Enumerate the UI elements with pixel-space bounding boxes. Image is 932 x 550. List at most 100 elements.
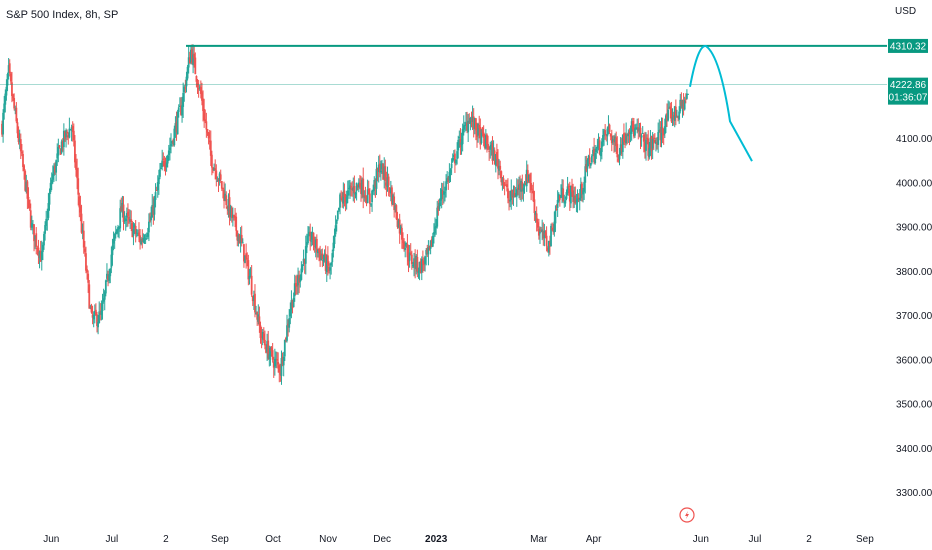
candle-body bbox=[276, 358, 278, 361]
candle-body bbox=[27, 197, 30, 199]
x-tick-label: Jul bbox=[749, 534, 762, 545]
candle-body bbox=[494, 153, 497, 166]
candle-body bbox=[227, 199, 230, 211]
level-tag bbox=[888, 38, 928, 53]
candle-body bbox=[613, 140, 615, 143]
candle-body bbox=[624, 140, 626, 143]
candle-body bbox=[197, 87, 200, 90]
candle-body bbox=[523, 184, 526, 187]
candle-body bbox=[393, 196, 396, 211]
candle-body bbox=[67, 135, 70, 138]
candle-body bbox=[136, 232, 139, 234]
candle-body bbox=[658, 130, 661, 132]
candle-body bbox=[99, 311, 102, 314]
candle-body bbox=[223, 189, 225, 201]
candle-body bbox=[545, 235, 548, 247]
candle-body bbox=[257, 314, 260, 322]
candle-body bbox=[149, 220, 151, 222]
candle-body bbox=[103, 291, 106, 300]
candle-body bbox=[491, 142, 494, 161]
projection-path[interactable] bbox=[689, 45, 753, 162]
candle-body bbox=[7, 65, 10, 74]
candle-body bbox=[619, 144, 622, 154]
candle-body bbox=[317, 250, 319, 254]
candle-body bbox=[646, 137, 649, 139]
candle-body bbox=[659, 129, 662, 141]
candle-body bbox=[410, 254, 413, 265]
candle-body bbox=[542, 231, 545, 239]
candle-body bbox=[579, 184, 582, 199]
candle-body bbox=[229, 206, 232, 217]
candle-body bbox=[302, 258, 305, 264]
candle-body bbox=[343, 190, 346, 198]
candle-body bbox=[347, 187, 350, 190]
candle-body bbox=[577, 197, 580, 199]
candle-body bbox=[557, 193, 560, 202]
candle-body bbox=[315, 238, 318, 253]
candle-body bbox=[598, 140, 601, 154]
candle-body bbox=[296, 285, 298, 287]
candle-body bbox=[585, 164, 588, 171]
candle-body bbox=[299, 277, 302, 282]
candle-body bbox=[398, 219, 401, 234]
candle-body bbox=[634, 128, 636, 136]
candle-body bbox=[44, 225, 46, 234]
candle-body bbox=[600, 141, 603, 152]
candle-body bbox=[335, 220, 338, 224]
candle-body bbox=[12, 94, 14, 99]
candle-body bbox=[454, 153, 456, 164]
candle-body bbox=[239, 235, 242, 244]
candle-body bbox=[477, 124, 480, 136]
x-tick-label: Sep bbox=[856, 534, 874, 545]
candle-body bbox=[501, 179, 504, 183]
candle-body bbox=[503, 185, 506, 187]
candle-body bbox=[45, 218, 48, 226]
candle-body bbox=[380, 171, 382, 173]
flash-icon[interactable] bbox=[679, 507, 695, 523]
candle-body bbox=[20, 151, 23, 154]
candle-body bbox=[70, 127, 73, 132]
candle-body bbox=[162, 158, 165, 160]
candle-body bbox=[88, 284, 91, 309]
candle-body bbox=[307, 235, 309, 244]
candle-body bbox=[663, 126, 666, 135]
candle-body bbox=[303, 259, 306, 264]
candle-body bbox=[374, 181, 377, 188]
y-tick-label: 3900.00 bbox=[896, 223, 932, 234]
candle-body bbox=[43, 234, 45, 246]
candle-body bbox=[313, 245, 316, 247]
candle-body bbox=[628, 131, 631, 135]
candle-body bbox=[97, 321, 100, 328]
candle-body bbox=[354, 192, 357, 195]
candle-body bbox=[252, 295, 255, 301]
candle-body bbox=[11, 82, 13, 97]
candle-body bbox=[653, 139, 656, 143]
y-tick-label: 3700.00 bbox=[896, 311, 932, 322]
candle-body bbox=[627, 132, 630, 137]
candle-body bbox=[311, 231, 314, 240]
candle-body bbox=[406, 244, 409, 258]
candle-body bbox=[516, 187, 519, 190]
candle-body bbox=[621, 134, 624, 153]
candle-body bbox=[413, 258, 415, 267]
candle-body bbox=[589, 163, 592, 166]
candle-body bbox=[546, 247, 549, 251]
candle-body bbox=[119, 208, 122, 229]
candle-body bbox=[29, 210, 32, 228]
candle-body bbox=[684, 98, 687, 100]
candle-body bbox=[91, 314, 94, 318]
candle-body bbox=[537, 228, 540, 236]
candle-body bbox=[687, 93, 689, 95]
candle-body bbox=[15, 107, 18, 122]
candle-body bbox=[222, 187, 224, 189]
candle-body bbox=[685, 93, 688, 99]
candle-body bbox=[590, 155, 593, 163]
candle-body bbox=[525, 169, 528, 187]
candle-body bbox=[377, 164, 380, 173]
candle-body bbox=[246, 258, 249, 260]
candle-body bbox=[193, 53, 196, 59]
candle-body bbox=[342, 192, 345, 204]
candle-body bbox=[368, 193, 371, 204]
candle-body bbox=[292, 297, 295, 308]
candle-body bbox=[160, 167, 162, 169]
